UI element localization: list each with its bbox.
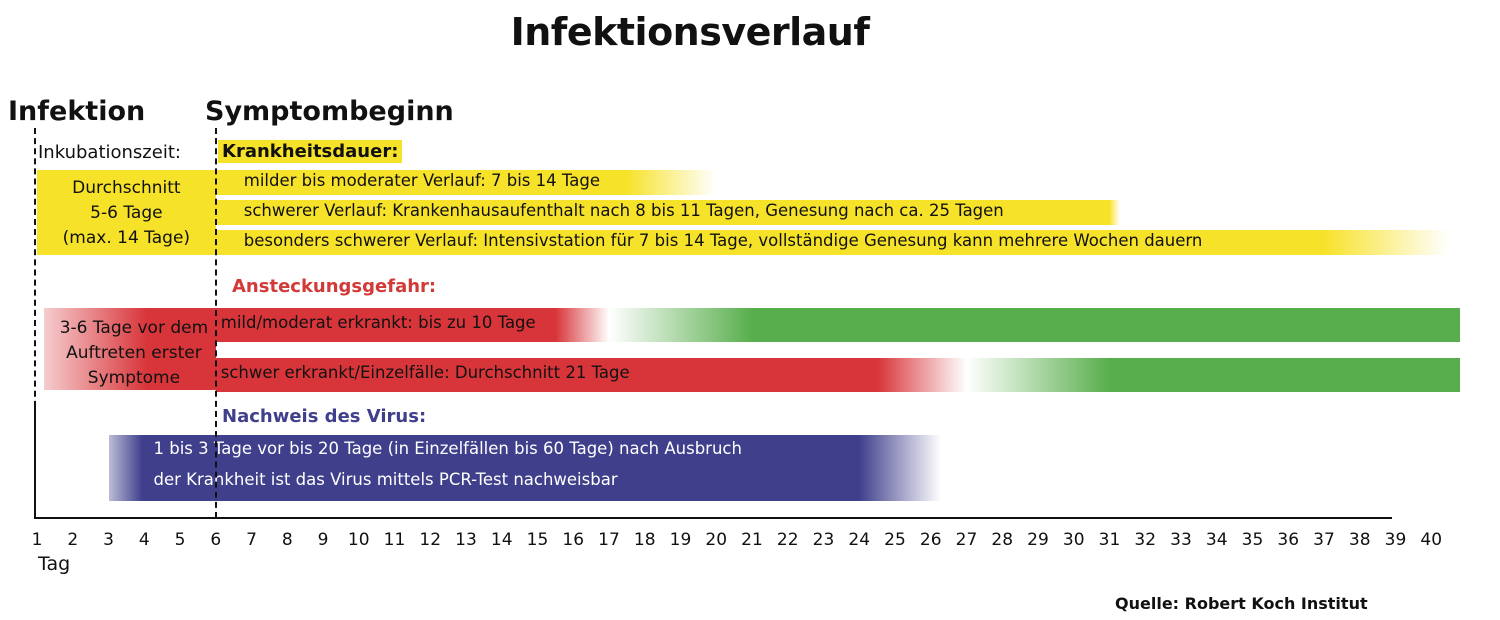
x-tick-label: 4 — [138, 530, 150, 550]
x-tick-label: 5 — [174, 530, 186, 550]
contagion-bar-severe — [215, 358, 1460, 392]
x-tick-label: 7 — [246, 530, 257, 550]
illness-bar-severe — [215, 200, 1121, 225]
x-tick-label: 23 — [812, 530, 835, 550]
x-tick-label: 36 — [1277, 530, 1300, 550]
x-axis-line — [34, 517, 1392, 519]
x-tick-label: 19 — [669, 530, 692, 550]
pre-symptom-contagion-text: 3-6 Tage vor dem Auftreten erster Sympto… — [44, 316, 224, 391]
incubation-line-2: 5-6 Tage — [90, 203, 163, 223]
illness-label-critical: besonders schwerer Verlauf: Intensivstat… — [243, 231, 1203, 250]
x-tick-label: 18 — [633, 530, 656, 550]
chart-title: Infektionsverlauf — [510, 10, 870, 54]
x-tick-label: 15 — [526, 530, 549, 550]
x-tick-label: 38 — [1348, 530, 1371, 550]
x-tick-label: 39 — [1384, 530, 1407, 550]
incubation-line-3: (max. 14 Tage) — [62, 228, 191, 248]
contagion-bar-mild — [215, 308, 1460, 342]
contagion-label-mild: mild/moderat erkrankt: bis zu 10 Tage — [220, 313, 536, 332]
infection-dashed-line — [34, 128, 36, 518]
x-tick-label: 28 — [991, 530, 1014, 550]
x-tick-label: 8 — [281, 530, 293, 550]
x-tick-label: 21 — [741, 530, 763, 550]
x-tick-label: 9 — [317, 530, 329, 550]
pre-symptom-contagion-bar — [44, 308, 216, 390]
symptom-onset-marker-label: Symptombeginn — [205, 96, 454, 127]
contagion-line-2: Auftreten erster — [66, 343, 202, 363]
x-tick-label: 35 — [1241, 530, 1264, 550]
x-tick-label: 24 — [848, 530, 871, 550]
x-axis-label: Tag — [38, 553, 71, 575]
x-tick-label: 32 — [1134, 530, 1157, 550]
incubation-line-1: Durchschnitt — [72, 178, 181, 198]
symptom-onset-dashed-line — [214, 128, 217, 518]
x-tick-label: 27 — [955, 530, 978, 550]
source-note: Quelle: Robert Koch Institut — [1115, 594, 1368, 613]
incubation-label: Inkubationszeit: — [38, 142, 181, 163]
contagion-label-severe: schwer erkrankt/Einzelfälle: Durchschnit… — [220, 363, 630, 382]
x-tick-label: 17 — [598, 530, 620, 550]
x-tick-label: 6 — [210, 530, 222, 550]
infection-marker-label: Infektion — [8, 96, 146, 127]
illness-bar-critical — [215, 230, 1450, 255]
detection-text-line-1: 1 bis 3 Tage vor bis 20 Tage (in Einzelf… — [153, 439, 742, 458]
contagion-line-3: Symptome — [87, 368, 181, 388]
detection-text-line-2: der Krankheit ist das Virus mittels PCR-… — [153, 470, 618, 489]
x-tick-label: 34 — [1205, 530, 1228, 550]
illness-duration-label: Krankheitsdauer: — [218, 140, 403, 163]
x-tick-label: 11 — [383, 530, 406, 550]
x-tick-label: 14 — [490, 530, 513, 550]
x-tick-label: 2 — [67, 530, 79, 550]
x-tick-label: 1 — [31, 530, 43, 550]
x-tick-label: 26 — [919, 530, 942, 550]
contagion-line-1: 3-6 Tage vor dem — [59, 318, 209, 338]
x-tick-label: 33 — [1170, 530, 1192, 550]
x-tick-label: 13 — [455, 530, 477, 550]
x-tick-label: 16 — [562, 530, 585, 550]
incubation-text: Durchschnitt 5-6 Tage (max. 14 Tage) — [37, 176, 216, 251]
x-tick-label: 30 — [1062, 530, 1085, 550]
detection-bar — [108, 435, 942, 501]
x-tick-label: 40 — [1420, 530, 1443, 550]
x-tick-label: 29 — [1027, 530, 1049, 550]
illness-bar-mild — [215, 170, 717, 195]
x-tick-label: 22 — [776, 530, 799, 550]
x-tick-label: 20 — [705, 530, 728, 550]
y-axis-line — [34, 404, 36, 519]
contagion-label: Ansteckungsgefahr: — [232, 276, 437, 297]
incubation-bar — [37, 170, 216, 255]
x-tick-label: 31 — [1098, 530, 1121, 550]
x-tick-label: 3 — [103, 530, 114, 550]
x-tick-label: 12 — [419, 530, 442, 550]
illness-label-mild: milder bis moderater Verlauf: 7 bis 14 T… — [243, 171, 600, 190]
x-tick-label: 25 — [884, 530, 906, 550]
illness-label-severe: schwerer Verlauf: Krankenhausaufenthalt … — [243, 201, 1004, 220]
x-tick-label: 37 — [1313, 530, 1335, 550]
detection-label: Nachweis des Virus: — [222, 406, 427, 427]
x-tick-label: 10 — [347, 530, 370, 550]
